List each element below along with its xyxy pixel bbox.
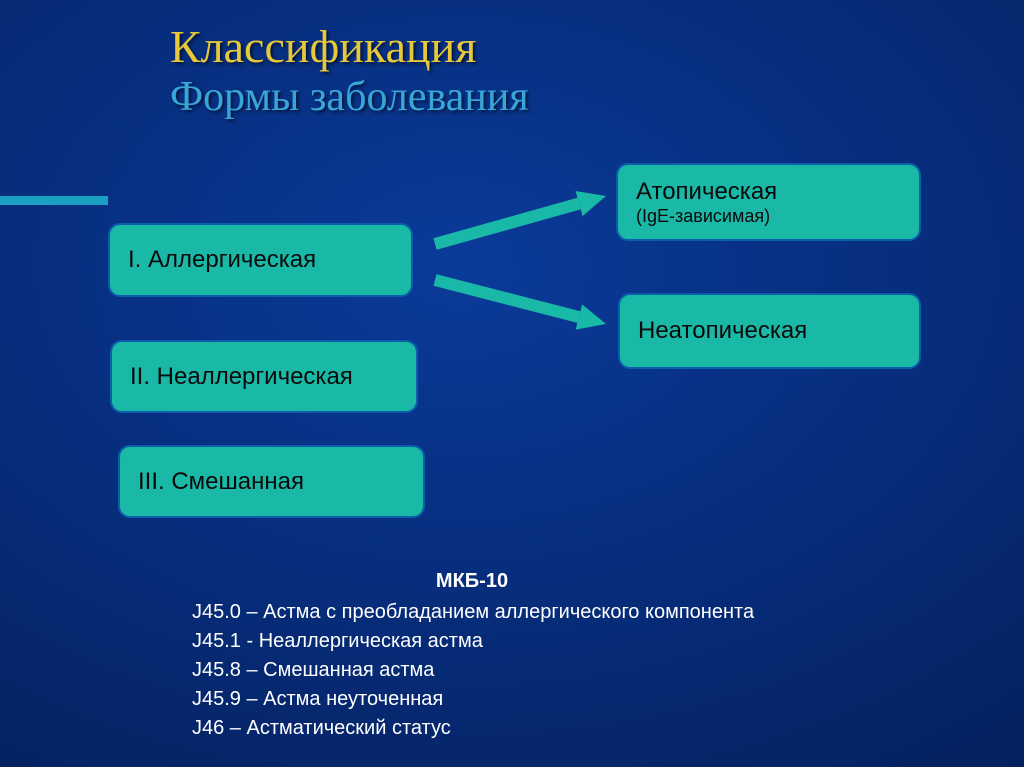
- icd-lines: J45.0 – Астма с преобладанием аллергичес…: [192, 598, 754, 743]
- left-node-1: II. Неаллергическая: [110, 340, 418, 413]
- title-block: Классификация Формы заболевания: [170, 20, 870, 121]
- left-node-label: II. Неаллергическая: [130, 363, 416, 391]
- icd-block: МКБ-10 J45.0 – Астма с преобладанием алл…: [192, 567, 754, 743]
- left-node-label: III. Смешанная: [138, 468, 423, 496]
- arrow-head-0: [576, 191, 606, 216]
- right-node-1: Неатопическая: [618, 293, 921, 369]
- arrow-shaft-1: [435, 280, 579, 317]
- arrow-shaft-0: [435, 204, 579, 244]
- right-node-label: Атопическая: [636, 178, 919, 206]
- left-node-0: I. Аллергическая: [108, 223, 413, 297]
- icd-line-3: J45.9 – Астма неуточенная: [192, 685, 754, 714]
- right-node-label: Неатопическая: [638, 317, 919, 345]
- icd-line-4: J46 – Астматический статус: [192, 714, 754, 743]
- right-node-0: Атопическая(IgE-зависимая): [616, 163, 921, 241]
- icd-line-1: J45.1 - Неаллергическая астма: [192, 627, 754, 656]
- icd-header: МКБ-10: [192, 567, 752, 596]
- arrow-head-1: [576, 304, 606, 329]
- icd-line-0: J45.0 – Астма с преобладанием аллергичес…: [192, 598, 754, 627]
- left-node-2: III. Смешанная: [118, 445, 425, 518]
- slide: Классификация Формы заболевания I. Аллер…: [0, 0, 1024, 767]
- title-underline: [0, 196, 108, 205]
- icd-line-2: J45.8 – Смешанная астма: [192, 656, 754, 685]
- left-node-label: I. Аллергическая: [128, 246, 411, 274]
- title-line2: Формы заболевания: [170, 73, 870, 121]
- title-line1: Классификация: [170, 20, 870, 73]
- right-node-sublabel: (IgE-зависимая): [636, 206, 919, 227]
